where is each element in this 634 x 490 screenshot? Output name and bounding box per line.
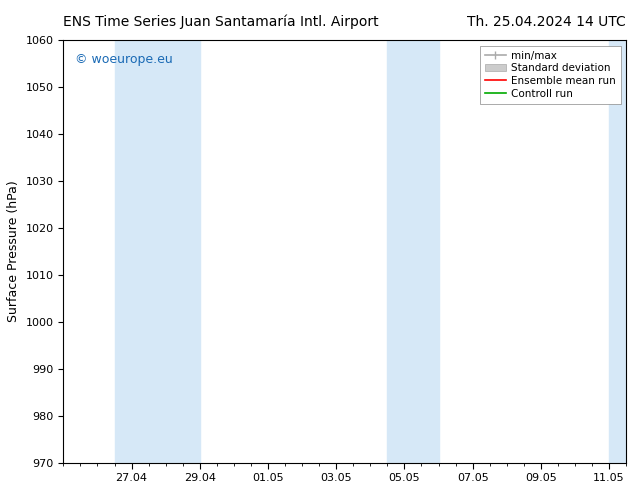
- Text: ENS Time Series Juan Santamaría Intl. Airport: ENS Time Series Juan Santamaría Intl. Ai…: [63, 15, 379, 29]
- Y-axis label: Surface Pressure (hPa): Surface Pressure (hPa): [7, 181, 20, 322]
- Bar: [387, 40, 439, 463]
- Bar: [115, 40, 200, 463]
- Text: Th. 25.04.2024 14 UTC: Th. 25.04.2024 14 UTC: [467, 15, 626, 29]
- Bar: [609, 40, 626, 463]
- Legend: min/max, Standard deviation, Ensemble mean run, Controll run: min/max, Standard deviation, Ensemble me…: [480, 46, 621, 104]
- Text: © woeurope.eu: © woeurope.eu: [75, 53, 172, 66]
